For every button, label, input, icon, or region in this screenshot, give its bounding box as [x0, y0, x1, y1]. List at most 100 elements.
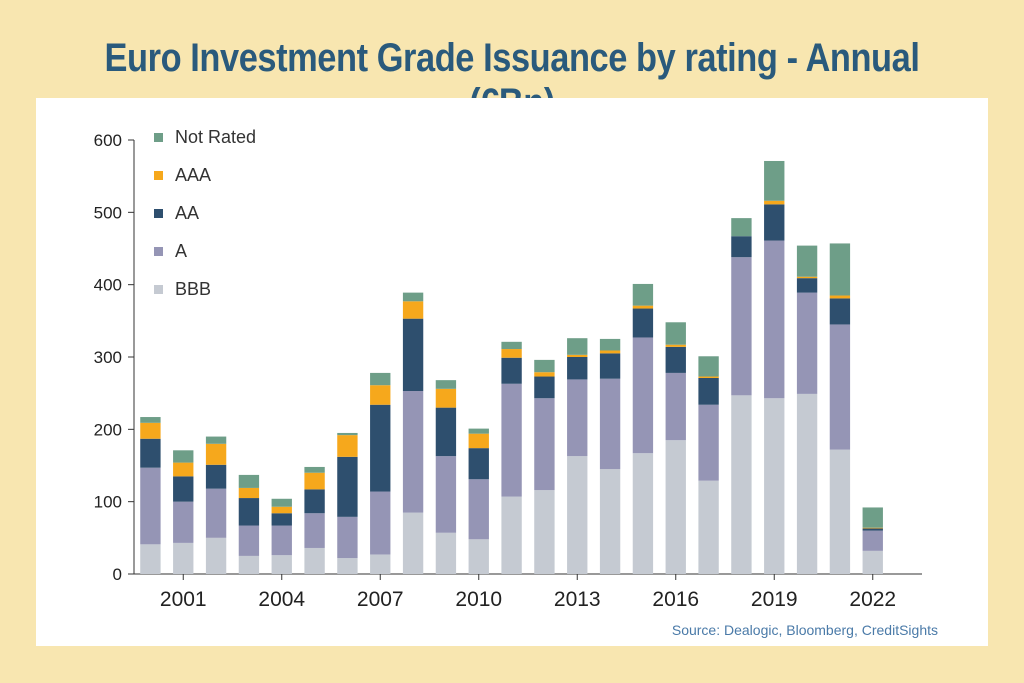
x-tick-label: 2007	[357, 588, 404, 611]
bar-a-2012	[534, 398, 555, 491]
bar-aaa-2004	[271, 506, 292, 514]
bar-not-rated-2021	[829, 243, 851, 296]
bar-aaa-2022	[862, 527, 883, 529]
bar-not-rated-2010	[468, 428, 489, 434]
y-tick-label: 100	[94, 493, 122, 512]
bar-aa-2004	[271, 513, 292, 526]
bar-aa-2020	[796, 278, 818, 293]
bar-aaa-2012	[534, 372, 555, 377]
bar-not-rated-2002	[205, 436, 227, 444]
x-tick-label: 2004	[258, 588, 305, 611]
bar-aa-2003	[238, 498, 260, 526]
y-tick-label: 600	[94, 131, 122, 150]
bar-aaa-2007	[370, 385, 391, 405]
bar-aaa-2016	[665, 344, 686, 347]
bar-aaa-2021	[829, 295, 851, 299]
bar-not-rated-2016	[665, 322, 686, 345]
legend-swatch-aa	[154, 209, 163, 218]
x-tick-label: 2001	[160, 588, 207, 611]
chart-panel: 0 100 200 300 400 500 600 2001 2004 2007 2010 2013 2…	[36, 98, 988, 646]
bar-bbb-2009	[435, 532, 457, 574]
bar-bbb-2010	[468, 539, 489, 574]
bar-aa-2017	[698, 377, 719, 405]
y-tick-label: 200	[94, 420, 122, 439]
bar-not-rated-2013	[567, 338, 588, 355]
bar-not-rated-2001	[173, 450, 194, 463]
bar-a-2019	[764, 240, 785, 399]
bar-aaa-2000	[140, 422, 161, 439]
bar-bbb-2005	[304, 547, 325, 574]
bar-bbb-2001	[173, 542, 194, 574]
bar-a-2000	[140, 467, 161, 545]
bar-aa-2022	[862, 528, 883, 531]
bar-aa-2013	[567, 357, 588, 380]
bar-not-rated-2014	[599, 338, 621, 351]
bar-aa-2009	[435, 407, 457, 457]
bar-aa-2006	[337, 456, 358, 517]
bar-a-2004	[271, 525, 292, 556]
legend-label-a: A	[175, 241, 187, 261]
legend-label-aaa: AAA	[175, 165, 211, 185]
bar-bbb-2022	[862, 550, 883, 574]
bar-bbb-2018	[731, 395, 752, 574]
bar-aaa-2020	[796, 276, 818, 279]
bar-aa-2000	[140, 438, 161, 468]
bar-bbb-2011	[501, 496, 522, 574]
bar-a-2003	[238, 525, 260, 556]
bar-aa-2001	[173, 476, 194, 502]
bar-aaa-2015	[632, 305, 654, 309]
bar-bbb-2020	[796, 393, 818, 574]
y-tick-label: 500	[94, 203, 122, 222]
bar-not-rated-2012	[534, 359, 555, 373]
bar-aa-2019	[764, 204, 785, 241]
bar-aa-2011	[501, 357, 522, 384]
bar-a-2022	[862, 530, 883, 551]
bar-aaa-2017	[698, 376, 719, 378]
bar-aa-2021	[829, 298, 851, 325]
y-tick-label: 0	[113, 565, 122, 584]
bar-a-2010	[468, 479, 489, 540]
bar-not-rated-2009	[435, 380, 457, 389]
bar-not-rated-2020	[796, 245, 818, 277]
bar-a-2017	[698, 404, 719, 481]
legend-label-bbb: BBB	[175, 279, 211, 299]
bar-bbb-2008	[402, 512, 424, 574]
bar-aaa-2010	[468, 433, 489, 449]
bar-aaa-2008	[402, 301, 424, 319]
bar-aa-2010	[468, 448, 489, 480]
bar-not-rated-2004	[271, 498, 292, 507]
bar-not-rated-2007	[370, 372, 391, 386]
bar-not-rated-2005	[304, 466, 325, 473]
bar-aaa-2013	[567, 354, 588, 357]
x-tick-label: 2016	[652, 588, 699, 611]
bar-bbb-2003	[238, 555, 260, 574]
x-tick-label: 2022	[849, 588, 896, 611]
bar-aa-2002	[205, 464, 227, 489]
bar-aa-2014	[599, 353, 621, 379]
legend-swatch-a	[154, 247, 163, 256]
bar-bbb-2006	[337, 558, 358, 574]
bar-aa-2008	[402, 318, 424, 391]
bar-aaa-2009	[435, 388, 457, 408]
bar-bbb-2015	[632, 453, 654, 574]
bar-not-rated-2019	[764, 160, 785, 201]
bar-a-2014	[599, 378, 621, 470]
bar-aaa-2003	[238, 487, 260, 499]
bar-aa-2015	[632, 308, 654, 338]
bar-not-rated-2015	[632, 283, 654, 306]
bar-aaa-2011	[501, 349, 522, 358]
x-tick-label: 2019	[751, 588, 798, 611]
issuance-chart: 0 100 200 300 400 500 600 2001 2004 2007 2010 2013 2…	[94, 127, 922, 611]
bar-bbb-2000	[140, 544, 161, 574]
bar-not-rated-2017	[698, 356, 719, 377]
bar-aaa-2019	[764, 200, 785, 205]
bar-aa-2016	[665, 346, 686, 373]
bar-a-2006	[337, 516, 358, 559]
bar-bbb-2007	[370, 554, 391, 574]
source-note: Source: Dealogic, Bloomberg, CreditSight…	[671, 622, 938, 638]
bar-bbb-2017	[698, 480, 719, 574]
bar-aaa-2006	[337, 435, 358, 457]
bar-a-2008	[402, 390, 424, 513]
legend-label-aa: AA	[175, 203, 199, 223]
